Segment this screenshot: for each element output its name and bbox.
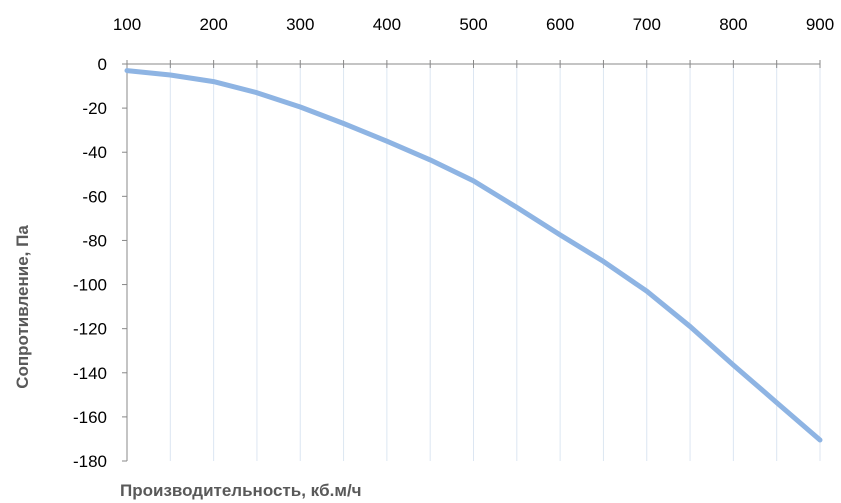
y-tick-label: -100 xyxy=(73,276,107,295)
x-tick-labels: 100 200 300 400 500 600 700 800 900 xyxy=(113,15,834,34)
x-tick-label: 100 xyxy=(113,15,141,34)
y-tick-labels: 0 -20 -40 -60 -80 -100 -120 -140 -160 -180 xyxy=(73,55,107,471)
y-tick-label: -60 xyxy=(82,187,107,206)
y-tick-label: -80 xyxy=(82,231,107,250)
x-axis-title: Производительность, кб.м/ч xyxy=(120,481,362,500)
x-tick-label: 500 xyxy=(459,15,487,34)
x-tick-label: 600 xyxy=(546,15,574,34)
y-tick-label: 0 xyxy=(98,55,107,74)
y-tick-label: -180 xyxy=(73,452,107,471)
y-tick-label: -160 xyxy=(73,408,107,427)
y-axis-title: Сопротивление, Па xyxy=(13,225,32,389)
y-tick-label: -40 xyxy=(82,143,107,162)
series-line xyxy=(124,68,823,443)
x-tick-label: 300 xyxy=(286,15,314,34)
x-tick-label: 800 xyxy=(719,15,747,34)
y-tick-label: -140 xyxy=(73,364,107,383)
axes xyxy=(122,60,821,462)
y-tick-label: -20 xyxy=(82,99,107,118)
y-tick-label: -120 xyxy=(73,320,107,339)
x-tick-label: 900 xyxy=(806,15,834,34)
x-tick-label: 700 xyxy=(633,15,661,34)
x-tick-label: 200 xyxy=(199,15,227,34)
x-tick-label: 400 xyxy=(373,15,401,34)
series-layer xyxy=(124,68,823,443)
gridlines xyxy=(169,64,821,461)
